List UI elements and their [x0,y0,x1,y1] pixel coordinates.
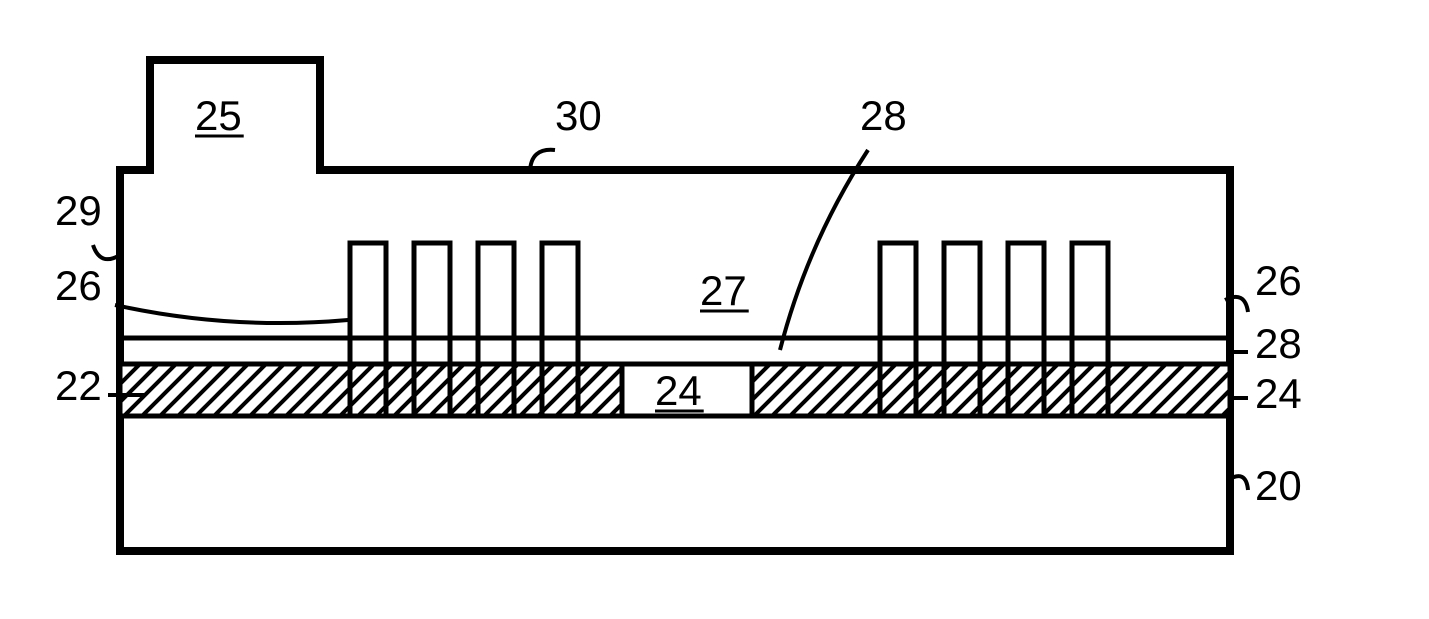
label-20: 20 [1255,462,1302,509]
label-26: 26 [55,262,102,309]
label-26: 26 [1255,257,1302,304]
label-29: 29 [55,187,102,234]
leader-29 [93,245,120,259]
label-28: 28 [860,92,907,139]
label-24: 24 [655,367,702,414]
label-28: 28 [1255,320,1302,367]
label-25: 25 [195,92,242,139]
label-27: 27 [700,267,747,314]
label-22: 22 [55,362,102,409]
label-24: 24 [1255,370,1302,417]
label-30: 30 [555,92,602,139]
